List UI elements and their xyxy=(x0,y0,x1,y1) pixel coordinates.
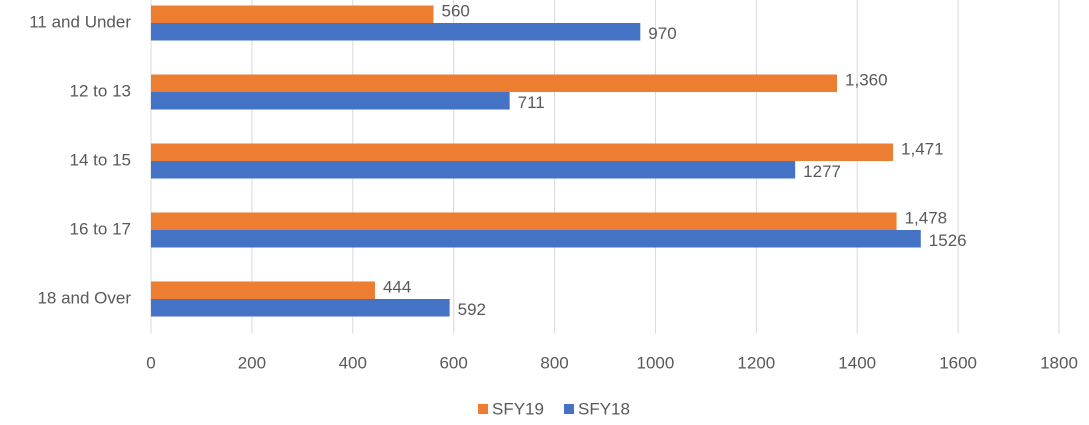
data-label: 1,471 xyxy=(901,140,944,159)
x-tick-label: 1000 xyxy=(637,353,675,372)
legend-label: SFY19 xyxy=(492,399,544,418)
data-label: 1,360 xyxy=(845,71,888,90)
legend-swatch xyxy=(563,404,574,414)
data-label: 444 xyxy=(383,278,411,297)
bar xyxy=(151,161,796,179)
data-label: 560 xyxy=(441,2,469,21)
x-tick-label: 1800 xyxy=(1040,353,1078,372)
x-tick-label: 600 xyxy=(439,353,467,372)
legend-label: SFY18 xyxy=(578,399,630,418)
bar xyxy=(151,299,450,317)
y-tick-label: 12 to 13 xyxy=(70,81,131,100)
x-tick-label: 1600 xyxy=(939,353,977,372)
y-tick-label: 11 and Under xyxy=(29,12,131,31)
data-label: 1,478 xyxy=(905,209,948,228)
bar xyxy=(151,281,375,299)
x-tick-label: 1400 xyxy=(838,353,876,372)
data-label: 711 xyxy=(518,93,545,112)
y-tick-label: 18 and Over xyxy=(37,288,131,307)
data-label: 592 xyxy=(458,300,486,319)
data-label: 970 xyxy=(648,24,676,43)
y-tick-label: 16 to 17 xyxy=(70,219,131,238)
x-tick-label: 1200 xyxy=(737,353,775,372)
data-label: 1277 xyxy=(803,162,841,181)
bar xyxy=(151,23,641,41)
x-tick-label: 0 xyxy=(146,353,155,372)
bar xyxy=(151,74,838,92)
legend-swatch xyxy=(478,404,488,414)
bar xyxy=(151,92,510,110)
bar xyxy=(151,230,921,248)
data-label: 1526 xyxy=(929,231,967,250)
x-tick-label: 200 xyxy=(238,353,266,372)
bar xyxy=(151,5,434,23)
bar xyxy=(151,143,894,161)
x-tick-label: 400 xyxy=(339,353,367,372)
bar xyxy=(151,212,897,230)
x-tick-label: 800 xyxy=(540,353,568,372)
y-tick-label: 14 to 15 xyxy=(70,150,131,169)
